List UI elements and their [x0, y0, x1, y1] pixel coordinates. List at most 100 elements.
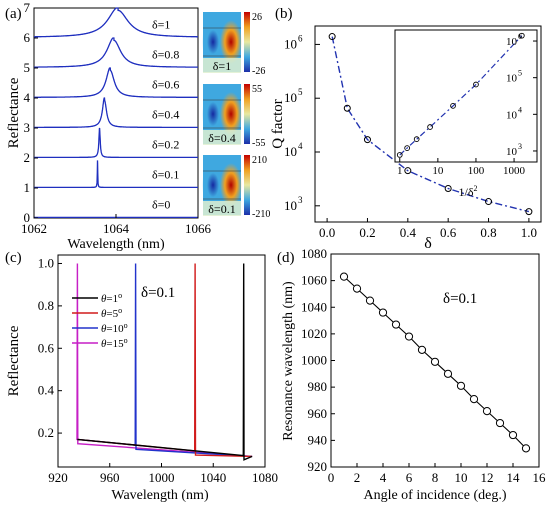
xtick-label: 0.4 — [400, 225, 417, 240]
ytick-label: 7 — [24, 0, 31, 15]
series-curve-2 — [34, 127, 198, 159]
legend-label-2: θ=10o — [101, 321, 128, 335]
ytick-label: 1040 — [301, 299, 327, 314]
inset-xtick-label: 100 — [468, 165, 485, 177]
resonance-point — [391, 320, 401, 329]
inset-ytick-exponent: 4 — [518, 105, 522, 114]
inset-point — [450, 103, 456, 109]
series-label-2: δ=0.2 — [152, 137, 179, 151]
panel-b-xlabel: δ — [424, 235, 432, 252]
xtick-label: 1064 — [103, 221, 130, 236]
series-label-0: δ=0 — [152, 197, 170, 211]
xtick-label: 0 — [328, 470, 335, 485]
series-label-3: δ=0.4 — [152, 107, 179, 121]
panel-a-chart: 0 1 2 3 4 5 6 7 1062 1064 1066 δ=0 δ=0.1 δ=0.2 δ=0.4 δ… — [6, 0, 270, 252]
inset-point — [396, 152, 403, 158]
resonance-point — [456, 381, 466, 390]
field-map-neg-lobe — [202, 163, 224, 207]
resonance-point — [521, 444, 531, 453]
colorbar-max: 55 — [252, 84, 262, 95]
xtick-label: 14 — [507, 470, 521, 485]
series-label-6: δ=1 — [152, 17, 170, 31]
panel-b-ylabel: Q factor — [270, 99, 286, 149]
q-factor-point — [404, 167, 412, 175]
inset-ytick-exponent: 5 — [518, 69, 522, 78]
inset-point — [404, 145, 410, 151]
panel-d-chart: 0 2 4 6 8 10 12 14 16 920 940 960 980 1000 1020 1040 106… — [281, 246, 546, 503]
inset-xtick-label: 1 — [397, 165, 403, 177]
xtick-label: 4 — [380, 470, 387, 485]
field-map-pos-lobe — [220, 163, 242, 207]
inset-point — [473, 81, 479, 88]
ytick-label: 0.6 — [38, 340, 55, 355]
ytick-label: 1 — [24, 180, 31, 195]
xtick-label: 920 — [48, 470, 68, 485]
xtick-label: 1080 — [252, 470, 278, 485]
ytick-label: 0.8 — [38, 298, 54, 313]
xtick-label: 1.0 — [521, 225, 537, 240]
panel-a-xlabel: Wavelength (nm) — [67, 237, 165, 252]
xtick-label: 1000 — [149, 470, 175, 485]
series-label-4: δ=0.6 — [152, 77, 179, 91]
xtick-label: 1066 — [185, 221, 212, 236]
panel-c-ylabel: Reflectance — [6, 325, 22, 396]
ytick-label: 10 — [284, 90, 297, 105]
field-map-pos-lobe — [220, 20, 242, 64]
series-curve-3 — [34, 97, 198, 129]
ytick-label: 0 — [24, 210, 31, 225]
series-curve-1 — [34, 160, 198, 189]
series-label-1: δ=0.1 — [152, 167, 179, 181]
resonance-point — [339, 272, 349, 281]
resonance-point — [404, 332, 414, 341]
series-curve-6 — [34, 7, 198, 38]
ytick-label: 1020 — [301, 326, 327, 341]
panel-d-annotation: δ=0.1 — [443, 291, 477, 307]
colorbar-max: 210 — [252, 155, 267, 166]
field-map-label: δ=0.4 — [208, 131, 235, 145]
resonance-point — [469, 395, 479, 404]
inset-line — [399, 35, 523, 156]
q-factor-point — [363, 136, 371, 144]
xtick-label: 960 — [100, 470, 120, 485]
xtick-label: 0.6 — [440, 225, 457, 240]
inset-ytick-label: 10 — [506, 146, 518, 158]
xtick-label: 1040 — [200, 470, 226, 485]
ytick-label: 5 — [24, 60, 31, 75]
xtick-label: 0.0 — [319, 225, 335, 240]
xtick-label: 16 — [533, 470, 547, 485]
series-curve-4 — [34, 67, 198, 98]
resonance-point — [417, 345, 427, 354]
resonance-point — [495, 418, 505, 428]
resonance-point — [365, 296, 375, 305]
legend-label-3: θ=15o — [101, 336, 128, 350]
q-factor-point — [525, 208, 533, 216]
ytick-label: 0.4 — [38, 383, 55, 398]
resonance-point — [352, 284, 362, 293]
panel-a-ylabel: Reflectance — [6, 77, 22, 148]
ytick-label: 3 — [24, 120, 31, 135]
inset-point — [427, 124, 433, 130]
inset-ytick-label: 10 — [506, 36, 518, 48]
series-curve-5 — [34, 37, 198, 68]
panel-c-label: (c) — [5, 250, 22, 266]
panel-b-label: (b) — [275, 6, 293, 22]
ytick-exponent: 3 — [298, 195, 303, 205]
colorbar-1 — [244, 84, 250, 144]
inset-ytick-label: 10 — [506, 109, 518, 121]
inset-ytick-label: 10 — [506, 73, 518, 85]
q-factor-point — [328, 33, 336, 41]
ytick-label: 1060 — [301, 273, 327, 288]
ytick-label: 10 — [284, 144, 297, 159]
ytick-label: 1080 — [301, 246, 327, 261]
field-map-label-bg — [203, 58, 241, 73]
ytick-label: 4 — [24, 90, 31, 105]
xtick-label: 0.8 — [480, 225, 496, 240]
resonance-point — [378, 308, 388, 317]
q-factor-point — [343, 104, 351, 112]
ytick-label: 10 — [284, 198, 297, 213]
xtick-label: 6 — [406, 470, 413, 485]
ytick-label: 920 — [308, 459, 328, 474]
